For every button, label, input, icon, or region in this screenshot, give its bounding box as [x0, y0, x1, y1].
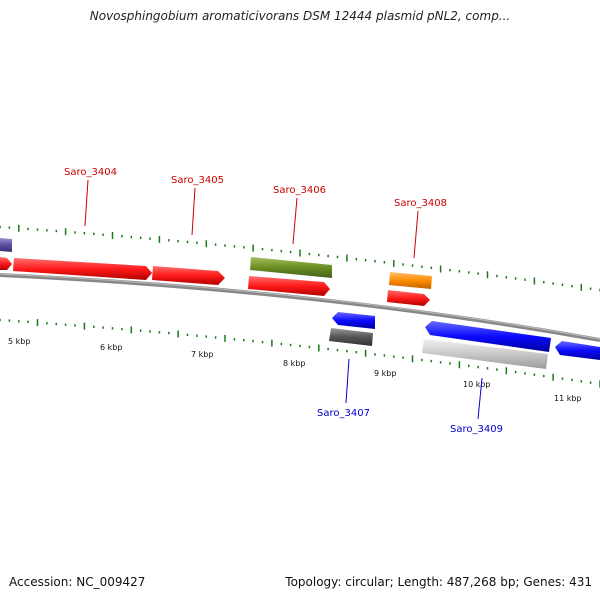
- gene-label-saro-3408[interactable]: Saro_3408: [394, 198, 447, 209]
- leader-saro-3405: [191, 187, 196, 236]
- gene-label-saro-3404[interactable]: Saro_3404: [64, 167, 117, 178]
- leader-saro-3404: [84, 179, 89, 227]
- scale-label-5kbp: 5 kbp: [8, 337, 30, 346]
- gene-forward-edge[interactable]: [0, 257, 12, 270]
- gene-purple-edge[interactable]: [0, 238, 12, 252]
- plasmid-backbone: [0, 273, 600, 342]
- scale-label-8kbp: 8 kbp: [283, 359, 305, 368]
- gene-saro-3407-gray[interactable]: [329, 328, 373, 346]
- gene-saro-3404[interactable]: [13, 258, 152, 280]
- leader-saro-3409: [477, 377, 483, 420]
- gene-label-saro-3406[interactable]: Saro_3406: [273, 185, 326, 196]
- tick-row-lower: [0, 318, 600, 388]
- scale-label-11kbp: 11 kbp: [554, 394, 582, 403]
- gene-reverse-edge[interactable]: [555, 341, 600, 360]
- gene-saro-3406[interactable]: [248, 276, 330, 296]
- gene-label-saro-3409[interactable]: Saro_3409: [450, 424, 503, 435]
- gene-saro-3408[interactable]: [387, 290, 430, 306]
- gene-saro-3405[interactable]: [152, 266, 225, 285]
- leader-saro-3406: [292, 197, 298, 245]
- gene-saro-3407[interactable]: [332, 312, 375, 329]
- gene-saro-3408-orange[interactable]: [389, 272, 432, 289]
- leader-saro-3407: [345, 358, 350, 404]
- gene-saro-3406-olive[interactable]: [250, 257, 332, 278]
- leader-saro-3408: [413, 210, 419, 259]
- scale-label-7kbp: 7 kbp: [191, 350, 213, 359]
- gene-label-saro-3407[interactable]: Saro_3407: [317, 408, 370, 419]
- topology-summary: Topology: circular; Length: 487,268 bp; …: [285, 575, 592, 589]
- scale-label-6kbp: 6 kbp: [100, 343, 122, 352]
- plasmid-backbone-highlight: [0, 273, 600, 340]
- map-title: Novosphingobium aromaticivorans DSM 1244…: [89, 9, 511, 23]
- scale-label-9kbp: 9 kbp: [374, 369, 396, 378]
- scale-label-10kbp: 10 kbp: [463, 380, 491, 389]
- gene-saro-3409[interactable]: [425, 321, 551, 352]
- gene-label-saro-3405[interactable]: Saro_3405: [171, 175, 224, 186]
- accession-label: Accession: NC_009427: [9, 575, 146, 589]
- gene-saro-3409-gray[interactable]: [422, 339, 548, 369]
- tick-row-upper: [0, 224, 600, 292]
